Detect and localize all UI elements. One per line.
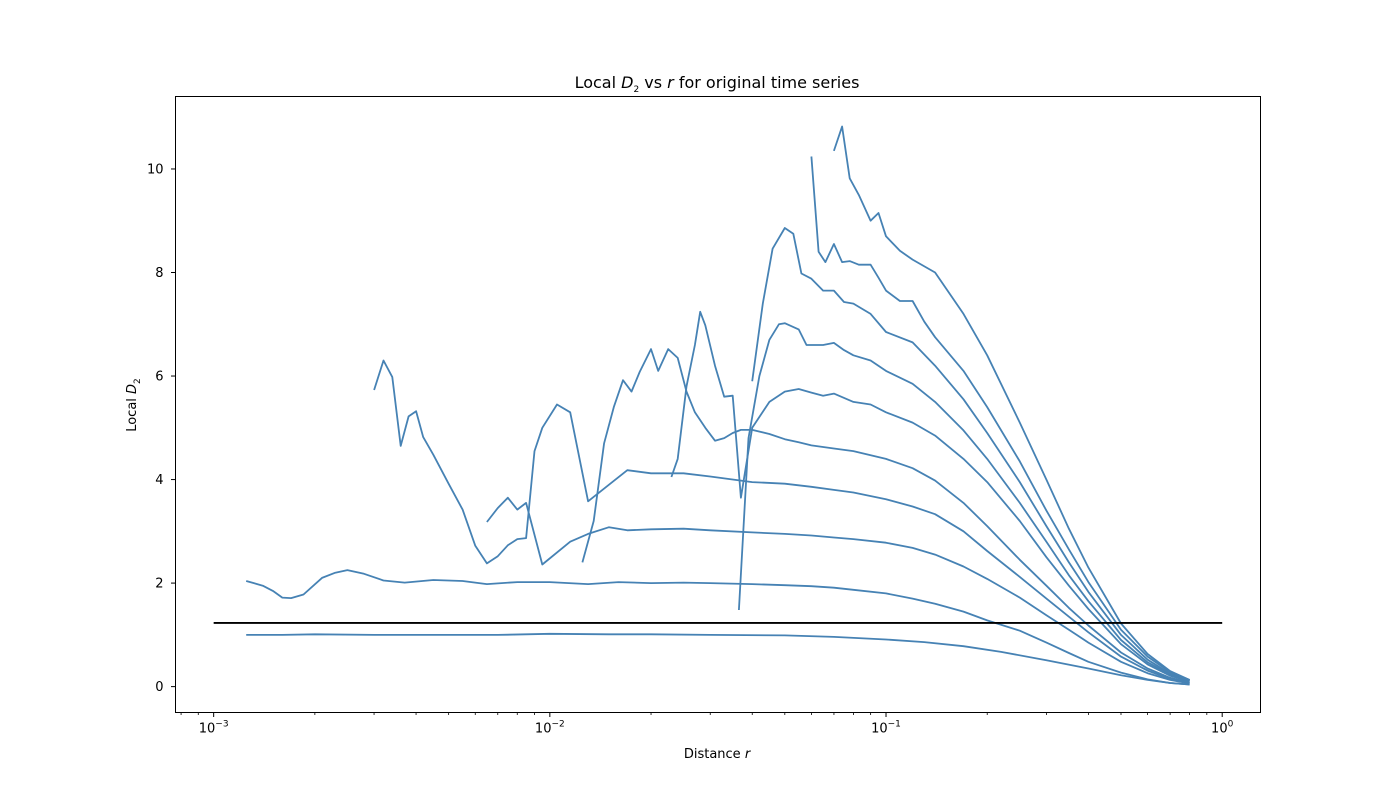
y-tick-label: 4	[155, 473, 163, 488]
series-line-3	[486, 496, 1190, 685]
y-tick-label: 10	[147, 162, 164, 177]
plot-frame	[175, 96, 1261, 713]
y-tick-label: 6	[155, 370, 163, 385]
y-tick-label: 8	[155, 266, 163, 281]
series-line-7	[738, 322, 1190, 682]
series-line-1	[246, 632, 1190, 686]
series-line-6	[670, 310, 1190, 683]
x-tick-label: 10−2	[535, 720, 565, 737]
x-tick-label: 10−3	[199, 720, 229, 737]
y-tick-label: 2	[155, 577, 163, 592]
plot-area	[213, 125, 1223, 686]
x-axis: 10−3 10−2 10−1 100	[180, 712, 1234, 737]
x-tick-label: 100	[1211, 720, 1234, 737]
chart-title: Local D2 vs r for original time series	[575, 73, 860, 95]
y-axis-label: Local D2	[125, 378, 143, 432]
series-line-5	[581, 348, 1190, 684]
y-tick-label: 0	[155, 680, 163, 695]
series-line-8	[751, 227, 1190, 682]
series-line-9	[810, 156, 1190, 681]
series-line-2	[245, 569, 1190, 686]
y-axis: 0 2 4 6 8 10	[147, 162, 176, 695]
x-tick-label: 10−1	[871, 720, 901, 737]
series-line-4	[373, 359, 1190, 684]
x-axis-label: Distance r	[684, 747, 752, 762]
series-line-10	[833, 125, 1190, 681]
